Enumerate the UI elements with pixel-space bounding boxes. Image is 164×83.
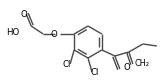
Text: O: O bbox=[124, 63, 131, 72]
Text: Cl: Cl bbox=[63, 60, 71, 69]
Text: O: O bbox=[50, 29, 57, 39]
Text: HO: HO bbox=[6, 27, 19, 37]
Text: O: O bbox=[21, 10, 28, 19]
Text: Cl: Cl bbox=[91, 68, 99, 77]
Text: CH₂: CH₂ bbox=[135, 59, 150, 68]
